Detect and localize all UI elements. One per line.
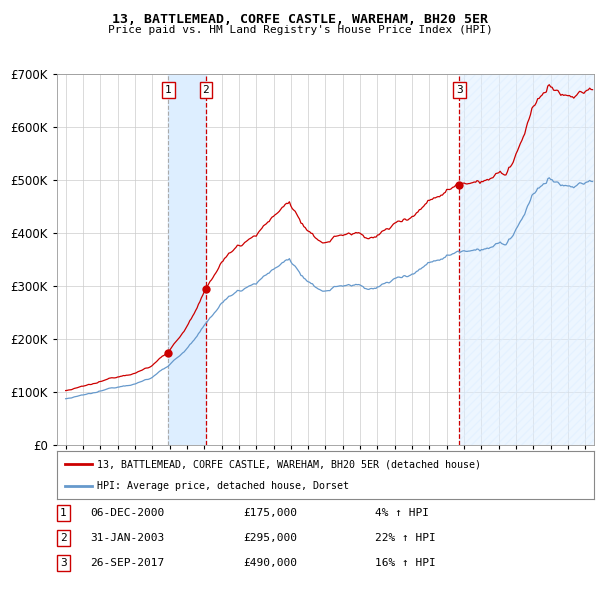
Bar [460,74,594,445]
Text: Price paid vs. HM Land Registry's House Price Index (HPI): Price paid vs. HM Land Registry's House … [107,25,493,35]
Bar [169,74,206,445]
Text: 31-JAN-2003: 31-JAN-2003 [90,533,164,543]
Text: £490,000: £490,000 [243,558,297,568]
Text: 22% ↑ HPI: 22% ↑ HPI [375,533,436,543]
Text: £295,000: £295,000 [243,533,297,543]
Text: 4% ↑ HPI: 4% ↑ HPI [375,509,429,518]
Text: 16% ↑ HPI: 16% ↑ HPI [375,558,436,568]
Text: 26-SEP-2017: 26-SEP-2017 [90,558,164,568]
Text: 2: 2 [60,533,67,543]
Text: 3: 3 [60,558,67,568]
Text: 06-DEC-2000: 06-DEC-2000 [90,509,164,518]
Text: 13, BATTLEMEAD, CORFE CASTLE, WAREHAM, BH20 5ER (detached house): 13, BATTLEMEAD, CORFE CASTLE, WAREHAM, B… [97,459,481,469]
Text: 1: 1 [60,509,67,518]
Text: 2: 2 [202,85,209,95]
Text: 1: 1 [165,85,172,95]
Text: 13, BATTLEMEAD, CORFE CASTLE, WAREHAM, BH20 5ER: 13, BATTLEMEAD, CORFE CASTLE, WAREHAM, B… [112,13,488,26]
Text: 3: 3 [456,85,463,95]
Text: £175,000: £175,000 [243,509,297,518]
Text: HPI: Average price, detached house, Dorset: HPI: Average price, detached house, Dors… [97,481,349,491]
